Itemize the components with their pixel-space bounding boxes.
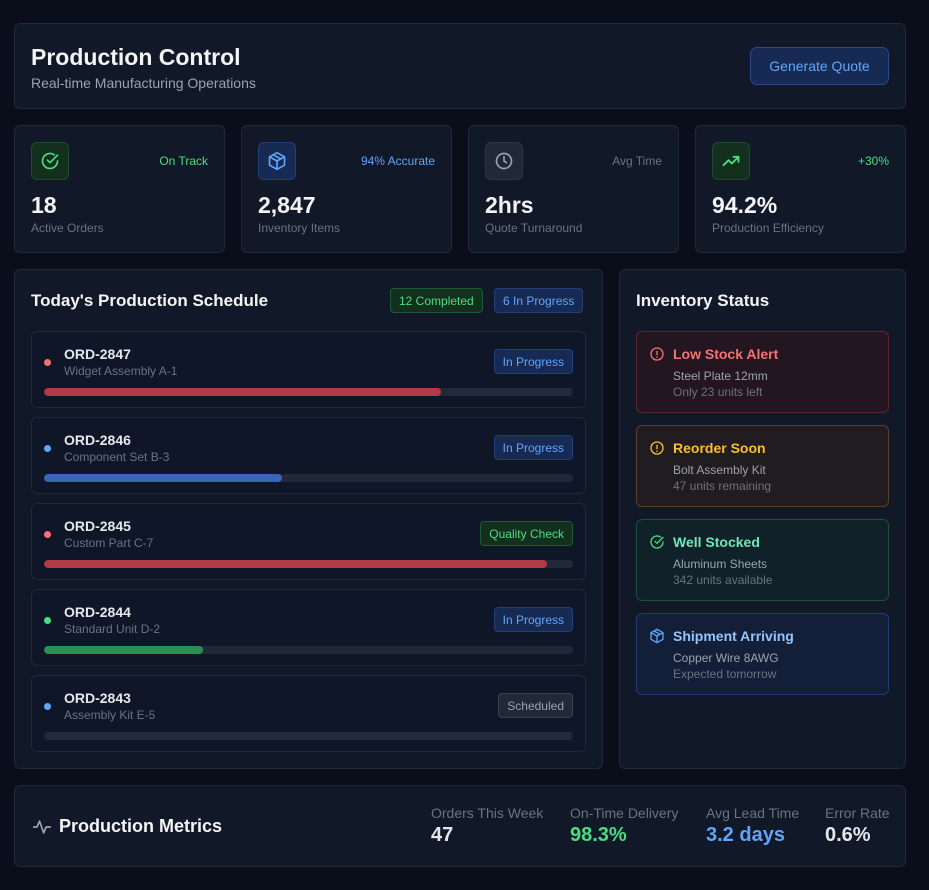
status-dot <box>44 445 51 452</box>
order-name: Component Set B-3 <box>64 450 170 464</box>
order-id: ORD-2845 <box>64 518 131 534</box>
order-row[interactable]: ORD-2846 Component Set B-3 In Progress <box>31 417 586 494</box>
stat-label: Inventory Items <box>258 221 341 235</box>
order-name: Widget Assembly A-1 <box>64 364 178 378</box>
metric-error-rate: Error Rate 0.6% <box>825 805 890 847</box>
order-status-badge: In Progress <box>493 607 573 632</box>
metric-value: 98.3% <box>570 824 627 846</box>
order-name: Custom Part C-7 <box>64 536 154 550</box>
stat-card-quote-turnaround: Avg Time 2hrs Quote Turnaround <box>468 125 679 253</box>
schedule-title: Today's Production Schedule <box>31 291 269 310</box>
inventory-item-detail: Expected tomorrow <box>673 667 777 681</box>
stat-tag: Avg Time <box>612 154 662 168</box>
activity-icon <box>32 817 52 842</box>
metric-value: 47 <box>431 824 454 846</box>
metric-avg-lead-time: Avg Lead Time 3.2 days <box>706 805 799 847</box>
order-id: ORD-2847 <box>64 346 131 362</box>
stat-tag: On Track <box>159 154 208 168</box>
page-subtitle: Real-time Manufacturing Operations <box>31 75 256 91</box>
stat-value: 18 <box>31 192 57 218</box>
production-metrics-bar: Production Metrics Orders This Week 47 O… <box>14 785 906 867</box>
order-name: Standard Unit D-2 <box>64 622 161 636</box>
order-row[interactable]: ORD-2843 Assembly Kit E-5 Scheduled <box>31 675 586 752</box>
metric-on-time-delivery: On-Time Delivery 98.3% <box>570 805 678 847</box>
order-name: Assembly Kit E-5 <box>64 708 156 722</box>
inventory-item-detail: Only 23 units left <box>673 385 763 399</box>
order-status-badge: In Progress <box>493 435 573 460</box>
order-id: ORD-2846 <box>64 432 131 448</box>
metrics-title: Production Metrics <box>59 816 223 836</box>
progress-track <box>44 732 573 740</box>
alert-circle-icon <box>649 346 665 367</box>
progress-fill <box>44 474 283 482</box>
alert-circle-icon <box>649 440 665 461</box>
progress-track <box>44 474 573 482</box>
check-circle-icon <box>31 142 69 180</box>
inventory-item-title: Reorder Soon <box>673 440 766 456</box>
inventory-item-title: Well Stocked <box>673 534 760 550</box>
inventory-item[interactable]: Well Stocked Aluminum Sheets 342 units a… <box>636 519 889 601</box>
inventory-item-name: Steel Plate 12mm <box>673 369 768 383</box>
metric-label: Avg Lead Time <box>706 805 800 821</box>
stat-value: 2hrs <box>485 192 534 218</box>
progress-fill <box>44 560 547 568</box>
package-icon <box>649 628 665 649</box>
order-id: ORD-2844 <box>64 604 131 620</box>
order-status-badge: Quality Check <box>480 521 573 546</box>
inventory-item-title: Low Stock Alert <box>673 346 779 362</box>
inventory-item-detail: 342 units available <box>673 573 773 587</box>
order-status-badge: Scheduled <box>498 693 573 718</box>
metric-orders-this-week: Orders This Week 47 <box>431 805 543 847</box>
stat-label: Quote Turnaround <box>485 221 583 235</box>
order-row[interactable]: ORD-2844 Standard Unit D-2 In Progress <box>31 589 586 666</box>
stat-tag: 94% Accurate <box>360 154 435 168</box>
status-dot <box>44 359 51 366</box>
page-title: Production Control <box>31 44 241 70</box>
order-status-badge: In Progress <box>493 349 573 374</box>
stat-card-production-efficiency: +30% 94.2% Production Efficiency <box>695 125 906 253</box>
stat-label: Active Orders <box>31 221 104 235</box>
progress-fill <box>44 646 203 654</box>
stat-value: 94.2% <box>712 192 778 218</box>
status-dot <box>44 531 51 538</box>
generate-quote-button[interactable]: Generate Quote <box>750 47 889 85</box>
status-dot <box>44 617 51 624</box>
inventory-status-panel: Inventory Status Low Stock Alert Steel P… <box>619 269 906 769</box>
metric-label: Error Rate <box>825 805 890 821</box>
metric-label: On-Time Delivery <box>570 805 679 821</box>
inventory-item-name: Bolt Assembly Kit <box>673 463 766 477</box>
trending-up-icon <box>712 142 750 180</box>
order-row[interactable]: ORD-2847 Widget Assembly A-1 In Progress <box>31 331 586 408</box>
clock-icon <box>485 142 523 180</box>
order-id: ORD-2843 <box>64 690 131 706</box>
stat-card-inventory-items: 94% Accurate 2,847 Inventory Items <box>241 125 452 253</box>
stat-card-active-orders: On Track 18 Active Orders <box>14 125 225 253</box>
order-row[interactable]: ORD-2845 Custom Part C-7 Quality Check <box>31 503 586 580</box>
inventory-item[interactable]: Reorder Soon Bolt Assembly Kit 47 units … <box>636 425 889 507</box>
inventory-item-detail: 47 units remaining <box>673 479 772 493</box>
stat-value: 2,847 <box>258 192 316 218</box>
header-card: Production Control Real-time Manufacturi… <box>14 23 906 109</box>
completed-badge: 12 Completed <box>390 288 483 313</box>
metric-label: Orders This Week <box>431 805 544 821</box>
metric-value: 0.6% <box>825 824 871 846</box>
progress-track <box>44 560 573 568</box>
inventory-item[interactable]: Low Stock Alert Steel Plate 12mm Only 23… <box>636 331 889 413</box>
stat-tag: +30% <box>857 154 889 168</box>
inventory-title: Inventory Status <box>636 291 770 310</box>
progress-fill <box>44 388 441 396</box>
inventory-item-title: Shipment Arriving <box>673 628 794 644</box>
progress-track <box>44 646 573 654</box>
inventory-item[interactable]: Shipment Arriving Copper Wire 8AWG Expec… <box>636 613 889 695</box>
in-progress-badge: 6 In Progress <box>494 288 584 313</box>
metric-value: 3.2 days <box>706 824 785 846</box>
package-icon <box>258 142 296 180</box>
progress-track <box>44 388 573 396</box>
stat-label: Production Efficiency <box>712 221 824 235</box>
production-schedule-panel: Today's Production Schedule 12 Completed… <box>14 269 603 769</box>
check-circle-icon <box>649 534 665 555</box>
inventory-item-name: Copper Wire 8AWG <box>673 651 779 665</box>
inventory-item-name: Aluminum Sheets <box>673 557 768 571</box>
status-dot <box>44 703 51 710</box>
